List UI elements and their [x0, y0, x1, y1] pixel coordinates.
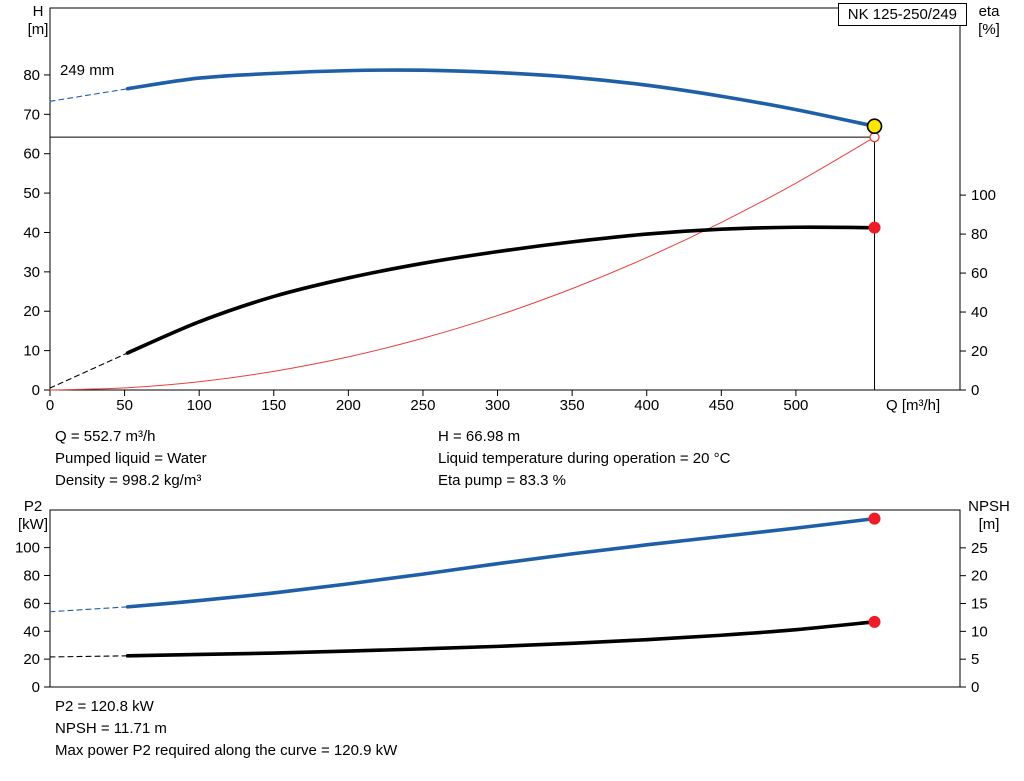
p2-npsh-chart: 0 20 40 60 80 100 0 5 10 15 20 25	[15, 509, 988, 696]
right-axis-tick-label: 0	[971, 679, 979, 696]
plot-area	[49, 7, 961, 391]
power-npsh-data: P2 = 120.8 kW NPSH = 11.71 m Max power P…	[55, 696, 397, 762]
npsh-duty-marker	[868, 615, 881, 628]
liquid-temperature-value: Liquid temperature during operation = 20…	[438, 450, 731, 467]
head-curve	[125, 68, 877, 129]
left-axis-tick-label: 0	[32, 382, 40, 399]
max-power-value: Max power P2 required along the curve = …	[55, 742, 398, 759]
left-axis-tick-label: 60	[23, 595, 40, 612]
right-axis-tick-label: 0	[971, 382, 979, 399]
impeller-diameter-label: 249 mm	[60, 62, 115, 79]
eta-curve-dashed	[49, 352, 129, 389]
x-axis-tick-label: 400	[634, 397, 659, 414]
left-axis-tick-label: 70	[23, 106, 40, 123]
eta-axis-unit: [%]	[978, 21, 1000, 38]
left-axis-tick-label: 40	[23, 224, 40, 241]
p2-axis-unit: [kW]	[18, 516, 48, 533]
density-value: Density = 998.2 kg/m³	[55, 472, 202, 489]
right-axis-tick-label: 10	[971, 623, 988, 640]
p2-duty-marker	[868, 512, 881, 525]
left-axis-tick-label: 20	[23, 303, 40, 320]
left-axis-tick-label: 50	[23, 185, 40, 202]
plot-area	[49, 509, 961, 688]
eta-duty-marker	[868, 221, 881, 234]
right-axis-tick-label: 20	[971, 343, 988, 360]
x-axis-tick-label: 250	[410, 397, 435, 414]
x-axis-tick-label: 50	[116, 397, 133, 414]
left-axis-tick-label: 20	[23, 651, 40, 668]
head-curve-dashed	[49, 88, 129, 102]
x-axis-tick-label: 200	[336, 397, 361, 414]
x-axis-tick-label: 450	[709, 397, 734, 414]
qh-performance-chart: 0 10 20 30 40 50 60 70 80 0 20 40 60 80 100 0 50 100 150 20…	[23, 7, 996, 414]
left-axis-tick-label: 30	[23, 264, 40, 281]
eta-pump-value: Eta pump = 83.3 %	[438, 472, 566, 489]
right-axis-tick-label: 80	[971, 226, 988, 243]
p2-axis-title: P2 [kW]	[12, 498, 54, 534]
npsh-value: NPSH = 11.71 m	[55, 720, 167, 737]
right-axis-tick-label: 15	[971, 596, 988, 613]
left-axis-tick-label: 40	[23, 623, 40, 640]
p2-axis-symbol: P2	[23, 498, 43, 515]
p2-value: P2 = 120.8 kW	[55, 698, 154, 715]
operating-data-right: H = 66.98 m Liquid temperature during op…	[438, 426, 730, 492]
x-axis-tick-label: 350	[560, 397, 585, 414]
eta-curve	[125, 225, 877, 355]
p2-curve	[125, 516, 877, 609]
npsh-curve-dashed	[49, 655, 129, 658]
npsh-axis-unit: [m]	[978, 516, 1000, 533]
right-axis-tick-label: 5	[971, 651, 979, 668]
left-axis-tick-label: 80	[23, 67, 40, 84]
right-axis-tick-label: 20	[971, 568, 988, 585]
left-axis-tick-label: 60	[23, 146, 40, 163]
left-axis-tick-label: 80	[23, 568, 40, 585]
right-axis-tick-label: 60	[971, 265, 988, 282]
x-axis-tick-label: 500	[783, 397, 808, 414]
flow-value: Q = 552.7 m³/h	[55, 428, 156, 445]
h-axis-unit: [m]	[27, 21, 49, 38]
h-axis-symbol: H	[32, 3, 44, 20]
npsh-curve	[125, 620, 877, 658]
x-axis-tick-label: 100	[187, 397, 212, 414]
head-value: H = 66.98 m	[438, 428, 521, 445]
x-axis-tick-label: 150	[261, 397, 286, 414]
right-axis-tick-label: 100	[971, 187, 996, 204]
left-axis-tick-label: 0	[32, 679, 40, 696]
npsh-axis-title: NPSH [m]	[958, 498, 1020, 534]
operating-data-left: Q = 552.7 m³/h Pumped liquid = Water Den…	[55, 426, 207, 492]
eta-axis-title: eta [%]	[964, 3, 1014, 39]
npsh-axis-symbol: NPSH	[968, 498, 1010, 515]
pump-model-badge: NK 125-250/249	[837, 3, 967, 26]
left-axis-tick-label: 10	[23, 343, 40, 360]
left-axis-tick-label: 100	[15, 540, 40, 557]
right-axis-tick-label: 25	[971, 540, 988, 557]
x-axis-title: Q [m³/h]	[886, 397, 940, 414]
pumped-liquid-value: Pumped liquid = Water	[55, 450, 207, 467]
x-axis-tick-label: 300	[485, 397, 510, 414]
eta-axis-symbol: eta	[978, 3, 1000, 20]
right-axis-tick-label: 40	[971, 304, 988, 321]
x-axis-tick-label: 0	[46, 397, 54, 414]
p2-curve-dashed	[49, 606, 129, 613]
system-curve	[49, 136, 876, 391]
h-axis-title: H [m]	[20, 3, 56, 39]
head-duty-marker	[866, 118, 883, 135]
